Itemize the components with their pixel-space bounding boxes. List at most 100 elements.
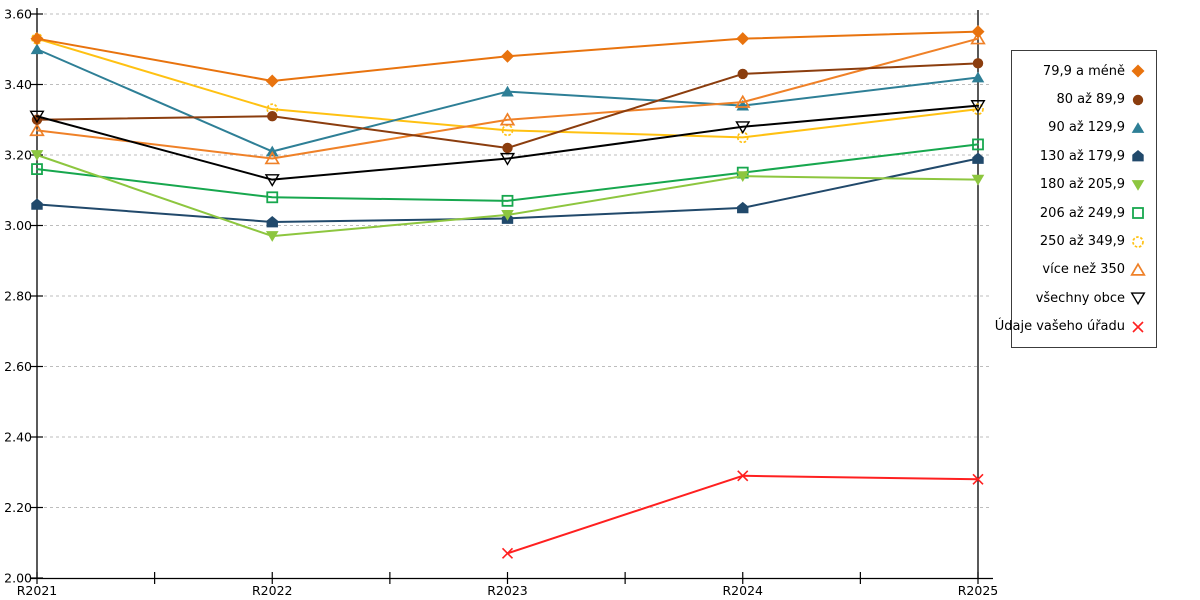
legend-marker-svg: [1131, 64, 1145, 78]
series-5: [30, 150, 985, 242]
legend-marker-svg: [1132, 235, 1144, 248]
diamond-marker-icon: [265, 74, 279, 88]
legend-item-label: všechny obce: [1035, 290, 1125, 306]
triangle-up-marker-icon: [30, 43, 44, 55]
legend-item: 180 až 205,9: [1016, 173, 1147, 197]
series-10: [501, 470, 984, 559]
legend-marker-svg: [1132, 207, 1144, 220]
diamond-marker-icon: [971, 25, 985, 39]
x-tick-label: R2025: [958, 583, 999, 598]
open-square-marker-icon: [266, 191, 279, 204]
open-circle-marker-icon: [972, 103, 984, 116]
open-triangle-up-marker-icon: [970, 31, 986, 45]
diamond-marker-icon: [736, 32, 750, 46]
open-triangle-down-marker-icon: [735, 121, 751, 134]
legend-item: 206 až 249,9: [1016, 201, 1147, 225]
open-triangle-down-marker-icon: [1129, 290, 1147, 306]
series-8: [29, 31, 986, 165]
pentagon-marker-icon: [1129, 148, 1147, 164]
pentagon-marker-icon: [1132, 150, 1144, 162]
open-triangle-down-marker-icon: [970, 100, 986, 113]
x-marker-icon: [1132, 321, 1144, 333]
y-tick-label: 2.40: [4, 430, 32, 445]
circle-marker-icon: [502, 142, 513, 154]
x-tick-label: R2024: [723, 583, 764, 598]
legend-item-label: 90 až 129,9: [1048, 120, 1125, 136]
open-triangle-up-marker-icon: [29, 122, 45, 137]
y-tick-label: 2.00: [4, 571, 32, 586]
y-tick-label: 2.80: [4, 289, 32, 304]
triangle-up-marker-icon: [971, 71, 985, 83]
triangle-down-marker-icon: [1129, 177, 1147, 193]
triangle-up-marker-icon: [1129, 120, 1147, 136]
legend-item-label: 130 až 179,9: [1039, 148, 1125, 164]
x-tick-label: R2022: [252, 583, 293, 598]
legend-item-label: více než 350: [1042, 262, 1125, 278]
triangle-down-marker-icon: [736, 171, 750, 182]
x-marker-icon: [737, 470, 749, 482]
open-triangle-up-marker-icon: [264, 151, 281, 165]
diamond-marker-icon: [1131, 64, 1145, 78]
pentagon-marker-icon: [972, 152, 984, 164]
legend-marker-svg: [1130, 292, 1146, 306]
legend-marker-svg: [1131, 179, 1145, 191]
series-line: [36, 37, 979, 160]
series-9: [29, 100, 986, 187]
open-triangle-down-marker-icon: [1130, 292, 1146, 306]
legend-marker-svg: [1131, 122, 1145, 133]
legend-marker-svg: [1132, 94, 1144, 105]
series-line: [36, 37, 979, 139]
legend-item: Údaje vašeho úřadu: [995, 315, 1147, 339]
open-circle-marker-icon: [1132, 235, 1144, 248]
triangle-down-marker-icon: [971, 174, 985, 186]
open-triangle-up-marker-icon: [1130, 262, 1146, 276]
legend: 79,9 a méně 80 až 89,9 90 až 129,9 130 a…: [995, 50, 1157, 348]
series-line: [36, 104, 979, 181]
circle-marker-icon: [267, 111, 278, 122]
triangle-down-marker-icon: [501, 210, 514, 221]
open-square-marker-icon: [31, 163, 43, 176]
legend-item-label: 180 až 205,9: [1039, 177, 1125, 193]
y-tick-label: 3.20: [4, 148, 32, 163]
series-2: [31, 58, 984, 154]
diamond-marker-icon: [1129, 63, 1147, 79]
legend-item-label: Údaje vašeho úřadu: [994, 319, 1125, 335]
triangle-down-marker-icon: [1131, 179, 1145, 191]
legend-item: 250 až 349,9: [1016, 230, 1147, 254]
open-square-marker-icon: [1129, 205, 1147, 221]
open-triangle-up-marker-icon: [499, 112, 516, 126]
x-marker-icon: [501, 547, 514, 559]
open-triangle-down-marker-icon: [29, 110, 45, 124]
legend-item-label: 206 až 249,9: [1039, 205, 1125, 221]
y-tick-label: 3.00: [4, 218, 32, 233]
open-triangle-down-marker-icon: [264, 174, 280, 187]
open-triangle-up-marker-icon: [1129, 262, 1147, 278]
x-marker-icon: [972, 473, 984, 485]
triangle-down-marker-icon: [30, 150, 44, 161]
circle-marker-icon: [1129, 92, 1147, 108]
circle-marker-icon: [737, 68, 748, 80]
y-tick-label: 3.60: [4, 7, 32, 22]
x-marker-icon: [1129, 319, 1147, 335]
series-1: [30, 25, 985, 88]
triangle-up-marker-icon: [265, 145, 279, 157]
open-square-marker-icon: [1132, 207, 1144, 220]
open-square-marker-icon: [501, 194, 514, 207]
triangle-down-marker-icon: [265, 231, 279, 242]
series-line: [506, 474, 979, 555]
series-line: [36, 143, 979, 202]
open-square-marker-icon: [972, 138, 984, 151]
triangle-up-marker-icon: [501, 85, 514, 97]
y-tick-label: 2.20: [4, 500, 32, 515]
series-6: [31, 138, 984, 207]
open-triangle-down-marker-icon: [499, 152, 516, 166]
open-circle-marker-icon: [266, 103, 279, 116]
diamond-marker-icon: [501, 49, 514, 63]
y-tick-label: 3.40: [4, 77, 32, 92]
open-circle-marker-icon: [1129, 234, 1147, 250]
y-tick-label: 2.60: [4, 359, 32, 374]
pentagon-marker-icon: [737, 201, 749, 214]
legend-marker-svg: [1132, 150, 1144, 162]
